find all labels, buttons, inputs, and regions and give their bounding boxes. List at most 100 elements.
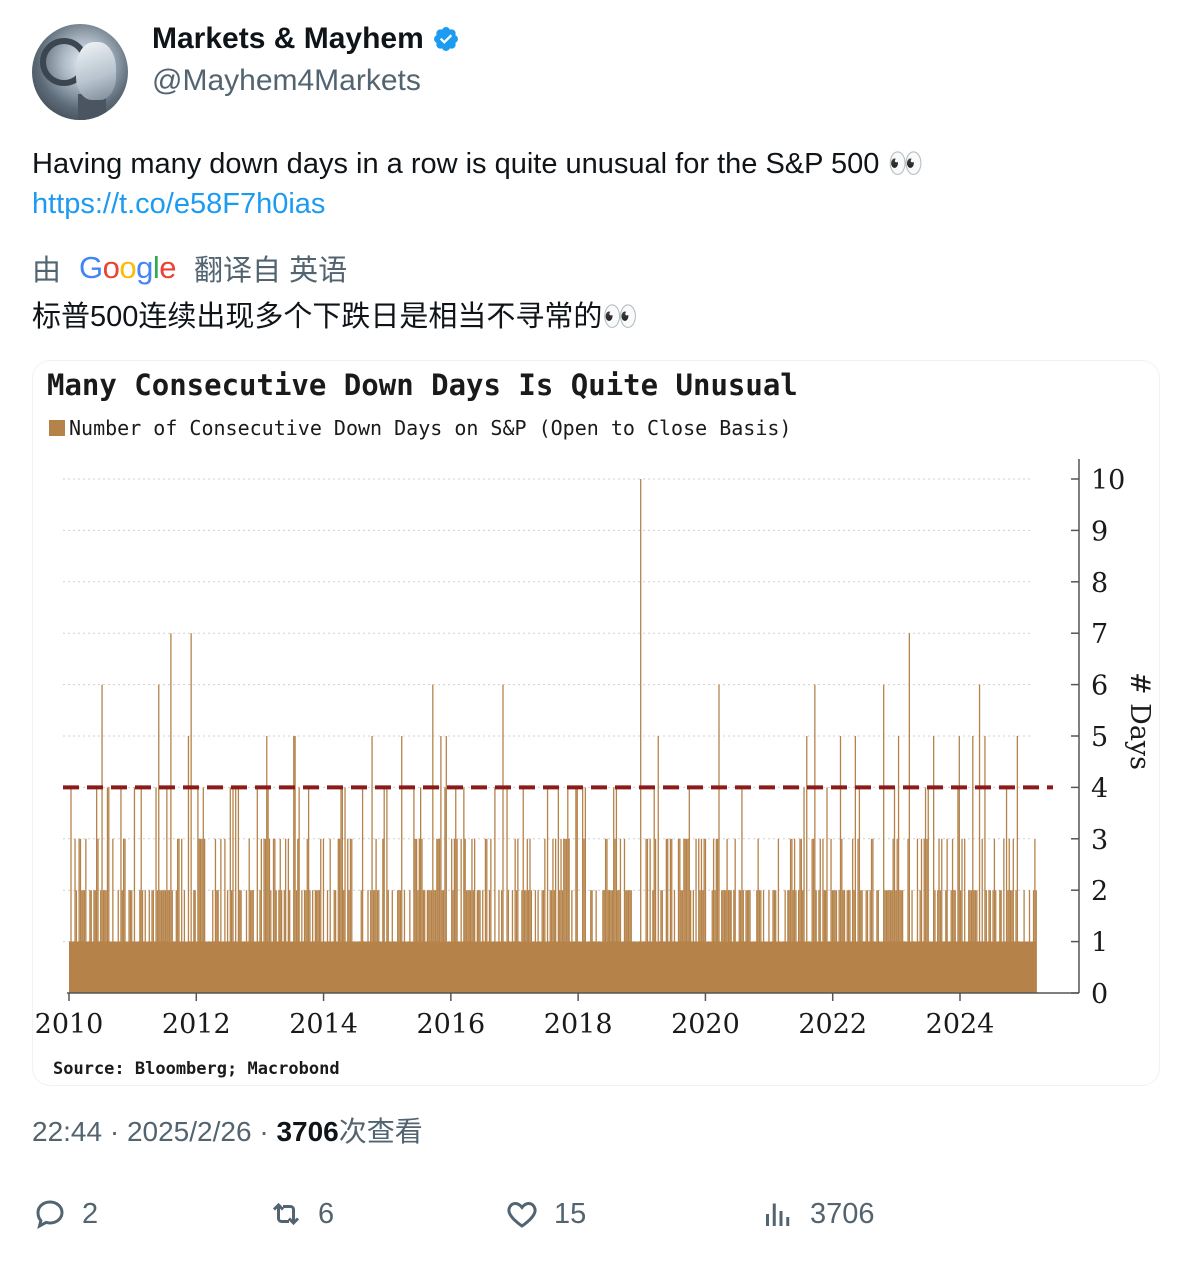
chart-bar	[307, 787, 310, 993]
reply-button[interactable]: 2	[32, 1196, 98, 1232]
chart-bar	[814, 684, 816, 993]
chart-bar	[565, 838, 568, 993]
chart-bar	[340, 787, 342, 993]
views-count-action: 3706	[810, 1197, 875, 1230]
chart-bar	[432, 684, 434, 993]
chart-bar	[567, 787, 569, 993]
y-tick-label: 2	[1091, 876, 1108, 907]
chart-bar	[951, 838, 954, 993]
chart-bar	[401, 736, 403, 993]
chart-bar	[79, 838, 82, 993]
chart-bar	[993, 838, 996, 993]
chart-bar	[555, 838, 557, 993]
chart-bar	[502, 684, 504, 993]
chart-bar	[1008, 838, 1010, 993]
chart-bar	[958, 736, 960, 993]
chart-bar	[852, 838, 854, 993]
chart-bar	[170, 633, 172, 993]
chart-bar	[418, 838, 420, 993]
chart-bar	[344, 787, 346, 993]
chart-bar	[806, 736, 808, 993]
chart-bar	[704, 838, 707, 993]
verified-badge-icon	[433, 27, 458, 51]
chart-bar	[471, 838, 473, 993]
chart-bar	[375, 838, 377, 993]
chart-bar	[687, 838, 689, 993]
tweet-date[interactable]: 2025/2/26	[126, 1116, 252, 1147]
like-button[interactable]: 15	[504, 1196, 586, 1232]
google-letter: l	[152, 250, 160, 285]
y-tick-label: 8	[1091, 568, 1108, 599]
chart-bar	[517, 838, 519, 993]
author-handle[interactable]: @Mayhem4Markets	[152, 64, 421, 97]
heart-icon	[507, 1201, 537, 1228]
chart-bar	[613, 787, 615, 993]
chart-bar	[237, 787, 240, 993]
chart-bar	[640, 479, 642, 993]
chart-bar	[883, 684, 885, 993]
tweet-link[interactable]: https://t.co/e58F7h0ias	[32, 188, 326, 220]
chart-bar	[339, 838, 341, 993]
google-letter: G	[79, 250, 103, 285]
chart-bar	[285, 838, 287, 993]
chart-bar	[279, 838, 281, 993]
y-axis-label: # Days	[1124, 672, 1155, 770]
chart-bar	[1003, 838, 1005, 993]
chart-bar	[484, 838, 487, 993]
chart-bar	[926, 838, 928, 993]
tweet-time[interactable]: 22:44	[32, 1116, 103, 1147]
chart-bar	[229, 787, 231, 993]
chart-bar	[560, 838, 562, 993]
chart-bar	[214, 838, 217, 993]
chart-bar	[800, 838, 802, 993]
chart-bar	[74, 838, 76, 993]
tweet-actions: 2 6 15 3706	[32, 1196, 1162, 1240]
tweet-views-count: 3706	[276, 1116, 339, 1147]
chart-bar	[812, 838, 815, 993]
chart-bar	[872, 838, 874, 993]
chart-bar	[232, 787, 234, 993]
tweet-media-chart[interactable]: Many Consecutive Down Days Is Quite Unus…	[32, 360, 1160, 1086]
chart-bar	[124, 838, 126, 993]
chart-bar	[123, 838, 125, 993]
chart-bar	[606, 838, 608, 993]
chart-bar	[654, 838, 657, 993]
author-display-name[interactable]: Markets & Mayhem	[152, 22, 424, 55]
chart-bar	[717, 838, 719, 993]
chart-bar	[224, 838, 226, 993]
chart-bar	[133, 787, 136, 993]
views-button[interactable]: 3706	[760, 1196, 875, 1232]
chart-bar	[436, 838, 438, 993]
chart-bar	[582, 787, 584, 993]
chart-bar	[671, 838, 673, 993]
chart-bar	[97, 838, 99, 993]
chart-bar	[341, 787, 343, 993]
chart-bar	[220, 838, 222, 993]
chart-svg: Many Consecutive Down Days Is Quite Unus…	[35, 368, 1155, 1079]
chart-bar	[712, 838, 715, 993]
chart-bar	[263, 838, 265, 993]
retweet-button[interactable]: 6	[268, 1196, 334, 1232]
chart-bar	[383, 787, 385, 993]
chart-bar	[444, 787, 446, 993]
author-avatar[interactable]	[32, 24, 128, 120]
translated-text: 标普500连续出现多个下跌日是相当不寻常的👀	[32, 301, 639, 333]
chart-bar	[1005, 787, 1008, 993]
chart-bar	[294, 736, 296, 993]
chart-bar	[494, 787, 496, 993]
translation-suffix[interactable]: 翻译自 英语	[194, 255, 348, 287]
chart-bar	[897, 736, 900, 993]
chart-bar	[96, 787, 98, 993]
chart-bar	[946, 838, 948, 993]
chart-bar	[297, 838, 299, 993]
chart-bar	[685, 838, 688, 993]
chart-bar	[414, 838, 416, 993]
chart-bar	[892, 838, 894, 993]
retweet-icon	[272, 1202, 300, 1226]
chart-bar	[120, 787, 122, 993]
chart-bar	[698, 838, 700, 993]
chart-bar	[453, 838, 456, 993]
chart-bar	[645, 838, 647, 993]
chart-bar	[908, 633, 910, 993]
chart-bar	[858, 787, 861, 993]
